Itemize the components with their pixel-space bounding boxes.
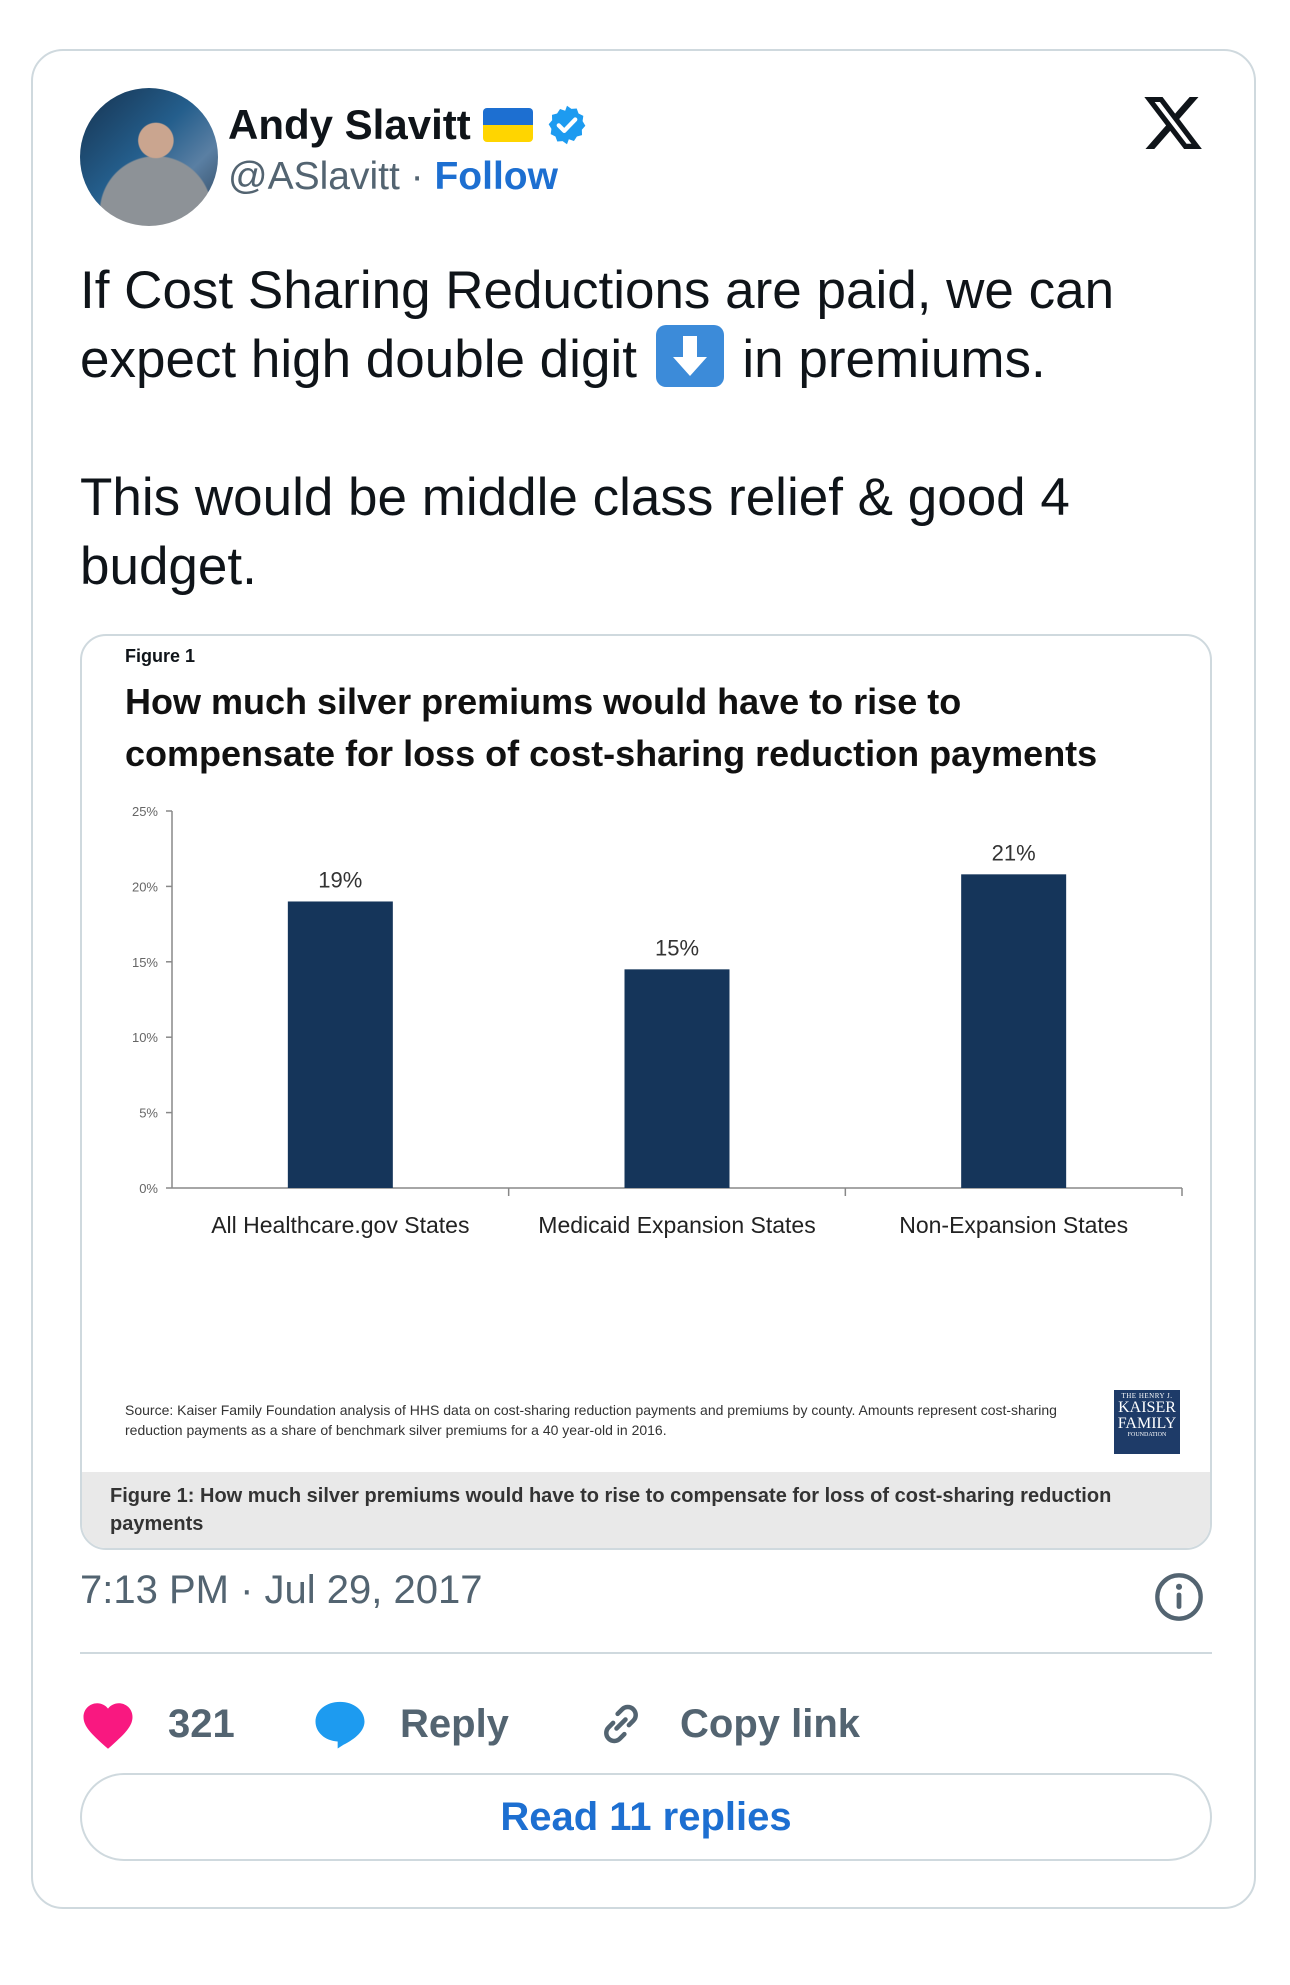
reply-button[interactable]: Reply	[312, 1689, 509, 1759]
action-bar: 321 Reply Copy link	[80, 1689, 1212, 1759]
figure-title: How much silver premiums would have to r…	[125, 681, 1098, 774]
bar-value-label: 19%	[318, 867, 362, 892]
ukraine-flag-icon	[482, 108, 533, 142]
avatar[interactable]	[80, 88, 218, 226]
tweet-line-1: If Cost Sharing Reductions are paid, we …	[80, 261, 1115, 320]
kff-logo-line-4: FOUNDATION	[1127, 1432, 1167, 1438]
image-caption: Figure 1: How much silver premiums would…	[82, 1472, 1210, 1548]
figure-label: Figure 1	[125, 646, 196, 666]
bar-chart: 0% 5% 10% 15% 20% 25% 19% All Healthcare.gov St…	[132, 804, 1183, 1238]
x-category-label: All Healthcare.gov States	[211, 1212, 469, 1238]
x-logo-icon[interactable]	[1141, 91, 1205, 155]
tweet-media-image[interactable]: Figure 1 How much silver premiums would …	[80, 634, 1212, 1550]
like-count: 321	[168, 1701, 235, 1746]
divider	[80, 1652, 1212, 1654]
heart-icon	[83, 1703, 133, 1749]
chart-source-note: Source: Kaiser Family Foundation analysi…	[125, 1402, 1057, 1438]
kff-logo-line-3: FAMILY	[1117, 1415, 1177, 1432]
tweet-line-2-end: in premiums.	[727, 330, 1046, 389]
author-name[interactable]: Andy Slavitt	[228, 101, 471, 148]
tweet-text: If Cost Sharing Reductions are paid, we …	[80, 256, 1220, 601]
follow-button[interactable]: Follow	[434, 155, 558, 198]
y-tick-label: 10%	[132, 1030, 158, 1045]
author-handle[interactable]: @ASlavitt	[228, 155, 400, 198]
x-category-label: Medicaid Expansion States	[538, 1212, 815, 1238]
bar-value-label: 21%	[992, 840, 1036, 865]
y-tick-label: 5%	[139, 1106, 158, 1121]
kff-logo-line-1: THE HENRY J.	[1121, 1392, 1173, 1400]
y-tick-label: 15%	[132, 955, 158, 970]
tweet-timestamp[interactable]: 7:13 PM · Jul 29, 2017	[80, 1568, 483, 1612]
y-tick-label: 20%	[132, 879, 158, 894]
y-tick-label: 25%	[132, 804, 158, 819]
reply-bubble-icon	[315, 1701, 365, 1749]
y-tick-label: 0%	[139, 1181, 158, 1196]
like-button[interactable]: 321	[80, 1689, 235, 1759]
info-icon[interactable]	[1153, 1571, 1205, 1623]
author-name-row: Andy Slavitt	[228, 95, 589, 155]
bar	[961, 874, 1067, 1188]
kff-logo-line-2: KAISER	[1118, 1399, 1176, 1416]
down-arrow-emoji-icon	[655, 325, 724, 387]
verified-badge-icon	[548, 105, 586, 145]
tweet-paragraph-2: This would be middle class relief & good…	[80, 468, 1070, 596]
copy-link-label: Copy link	[680, 1701, 861, 1746]
bar-value-label: 15%	[655, 935, 699, 960]
kff-logo: THE HENRY J. KAISER FAMILY FOUNDATION	[1114, 1390, 1180, 1454]
tweet-card: Andy Slavitt @ASlavitt · Follow If Cost …	[31, 49, 1256, 1909]
handle-separator: ·	[399, 155, 435, 198]
author-handle-row: @ASlavitt · Follow	[228, 155, 558, 199]
x-category-label: Non-Expansion States	[899, 1212, 1128, 1238]
reply-label: Reply	[400, 1701, 509, 1746]
read-replies-button[interactable]: Read 11 replies	[80, 1773, 1212, 1861]
copy-link-button[interactable]: Copy link	[594, 1689, 860, 1759]
tweet-line-2-start: expect high double digit	[80, 330, 652, 389]
bar	[624, 969, 730, 1188]
bar	[287, 901, 393, 1188]
link-icon	[604, 1704, 638, 1744]
